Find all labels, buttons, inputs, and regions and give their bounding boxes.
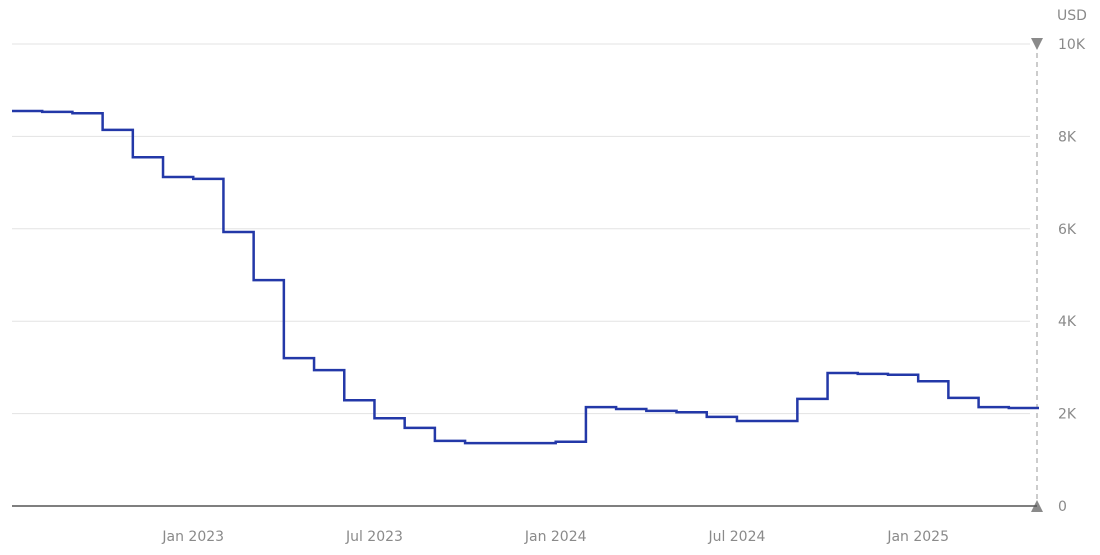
x-tick-label: Jan 2025 (886, 529, 949, 545)
x-tick-label: Jul 2024 (707, 529, 765, 545)
price-line (12, 109, 1039, 445)
x-tick-label: Jan 2023 (161, 529, 224, 545)
x-tick-label: Jul 2023 (345, 529, 403, 545)
x-tick-label: Jan 2024 (524, 529, 587, 545)
y-tick-label: 0 (1058, 499, 1067, 515)
axis-handle-top (1031, 38, 1043, 50)
y-tick-label: 6K (1058, 222, 1077, 238)
y-tick-label: 10K (1058, 37, 1086, 53)
unit-label: USD (1057, 8, 1087, 24)
y-tick-label: 2K (1058, 407, 1077, 423)
y-tick-label: 4K (1058, 314, 1077, 330)
y-tick-label: 8K (1058, 129, 1077, 145)
